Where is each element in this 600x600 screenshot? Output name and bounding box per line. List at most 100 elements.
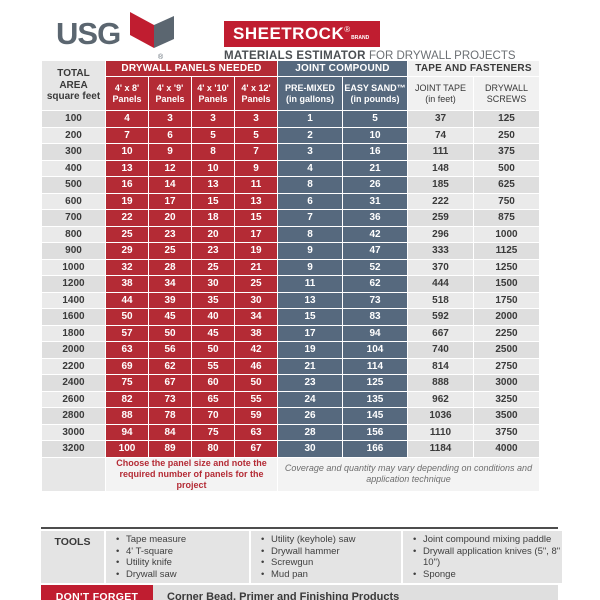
footnote-row: Choose the panel size and note the requi…: [42, 457, 539, 491]
tools-column-1: Tape measure4' T-squareUtility knifeDryw…: [106, 531, 249, 583]
easy-sand-value: 94: [343, 325, 407, 341]
col-header-4x10-panels: 4' x '10' Panels: [192, 77, 234, 110]
easy-sand-value: 21: [343, 160, 407, 176]
table-row: 3200 100 89 80 67 30 166 1184 4000: [42, 441, 539, 457]
panels-4x12-value: 19: [235, 243, 277, 259]
estimator-table: TOTAL AREA square feet DRYWALL PANELS NE…: [41, 60, 540, 492]
panels-4x9-value: 56: [149, 342, 191, 358]
panels-4x10-value: 18: [192, 210, 234, 226]
registered-mark: ®: [344, 24, 351, 34]
screws-value: 500: [474, 160, 539, 176]
panels-4x12-value: 42: [235, 342, 277, 358]
coverage-footnote: Coverage and quantity may vary depending…: [278, 457, 539, 491]
table-row: 1000 32 28 25 21 9 52 370 1250: [42, 259, 539, 275]
panels-4x10-value: 60: [192, 375, 234, 391]
panels-4x8-value: 94: [106, 424, 148, 440]
joint-tape-value: 333: [408, 243, 473, 259]
premixed-value: 17: [278, 325, 342, 341]
panels-4x8-value: 7: [106, 127, 148, 143]
sub-header-row: 4' x 8' Panels 4' x '9' Panels 4' x '10' Pa…: [42, 77, 539, 110]
dont-forget-bar: DON'T FORGET Corner Bead, Primer and Fin…: [41, 585, 558, 600]
easy-sand-value: 62: [343, 276, 407, 292]
tools-label: TOOLS: [41, 531, 104, 583]
panels-4x8-value: 44: [106, 292, 148, 308]
screws-value: 2000: [474, 309, 539, 325]
screws-value: 750: [474, 193, 539, 209]
area-value: 200: [42, 127, 105, 143]
panels-4x8-value: 63: [106, 342, 148, 358]
table-row: 1400 44 39 35 30 13 73 518 1750: [42, 292, 539, 308]
joint-tape-value: 667: [408, 325, 473, 341]
panels-4x8-value: 38: [106, 276, 148, 292]
easy-sand-value: 5: [343, 111, 407, 127]
panels-4x10-value: 70: [192, 408, 234, 424]
premixed-value: 7: [278, 210, 342, 226]
area-value: 2200: [42, 358, 105, 374]
sheetrock-wordmark: SHEETROCK: [233, 24, 345, 43]
joint-tape-value: 222: [408, 193, 473, 209]
table-row: 3000 94 84 75 63 28 156 1110 3750: [42, 424, 539, 440]
area-value: 3000: [42, 424, 105, 440]
tool-item: Joint compound mixing paddle: [411, 534, 562, 546]
panels-4x9-value: 67: [149, 375, 191, 391]
panels-4x12-value: 15: [235, 210, 277, 226]
estimator-table-body: 100 4 3 3 3 1 5 37 125 200 7 6 5 5 2 10 74 250 300 10 9 8 7 3 16…: [42, 111, 539, 457]
col-header-drywall-screws: DRYWALL SCREWS: [474, 77, 539, 110]
table-row: 800 25 23 20 17 8 42 296 1000: [42, 226, 539, 242]
table-row: 600 19 17 15 13 6 31 222 750: [42, 193, 539, 209]
area-value: 100: [42, 111, 105, 127]
area-value: 2600: [42, 391, 105, 407]
panels-4x10-value: 50: [192, 342, 234, 358]
usg-ribbon-logo-icon: ®: [128, 10, 180, 65]
panels-4x8-value: 29: [106, 243, 148, 259]
panels-4x10-value: 20: [192, 226, 234, 242]
tool-item: Drywall hammer: [259, 546, 401, 558]
screws-value: 3500: [474, 408, 539, 424]
table-row: 2800 88 78 70 59 26 145 1036 3500: [42, 408, 539, 424]
panels-4x10-value: 80: [192, 441, 234, 457]
table-row: 900 29 25 23 19 9 47 333 1125: [42, 243, 539, 259]
page-title-bold: MATERIALS ESTIMATOR: [224, 50, 366, 62]
screws-value: 2250: [474, 325, 539, 341]
tool-item: Sponge: [411, 569, 562, 581]
col-header-4x9-panels: 4' x '9' Panels: [149, 77, 191, 110]
group-header-drywall-panels: DRYWALL PANELS NEEDED: [106, 61, 277, 76]
easy-sand-value: 156: [343, 424, 407, 440]
easy-sand-value: 166: [343, 441, 407, 457]
screws-value: 875: [474, 210, 539, 226]
col-header-easy-sand: EASY SAND™ (in pounds): [343, 77, 407, 110]
panels-4x9-value: 50: [149, 325, 191, 341]
panels-4x10-value: 13: [192, 177, 234, 193]
area-value: 400: [42, 160, 105, 176]
panels-4x12-value: 3: [235, 111, 277, 127]
svg-text:®: ®: [158, 53, 164, 60]
tool-item: Utility (keyhole) saw: [259, 534, 401, 546]
joint-tape-value: 74: [408, 127, 473, 143]
panels-4x10-value: 75: [192, 424, 234, 440]
panels-4x9-value: 78: [149, 408, 191, 424]
panels-4x12-value: 50: [235, 375, 277, 391]
table-row: 1200 38 34 30 25 11 62 444 1500: [42, 276, 539, 292]
dont-forget-text: Corner Bead, Primer and Finishing Produc…: [167, 590, 400, 600]
panels-4x10-value: 5: [192, 127, 234, 143]
screws-value: 1250: [474, 259, 539, 275]
easy-sand-value: 10: [343, 127, 407, 143]
area-value: 800: [42, 226, 105, 242]
panels-4x12-value: 11: [235, 177, 277, 193]
tool-item: Mud pan: [259, 569, 401, 581]
premixed-value: 23: [278, 375, 342, 391]
total-area-line1: TOTAL: [57, 68, 90, 80]
col-header-premixed: PRE-MIXED (in gallons): [278, 77, 342, 110]
tool-item: Drywall saw: [114, 569, 249, 581]
joint-tape-value: 1036: [408, 408, 473, 424]
easy-sand-value: 52: [343, 259, 407, 275]
screws-value: 375: [474, 144, 539, 160]
joint-tape-value: 740: [408, 342, 473, 358]
panels-4x8-value: 4: [106, 111, 148, 127]
panels-4x9-value: 20: [149, 210, 191, 226]
footnote-spacer: [42, 457, 105, 491]
tool-item: Screwgun: [259, 557, 401, 569]
premixed-value: 26: [278, 408, 342, 424]
panels-4x10-value: 10: [192, 160, 234, 176]
